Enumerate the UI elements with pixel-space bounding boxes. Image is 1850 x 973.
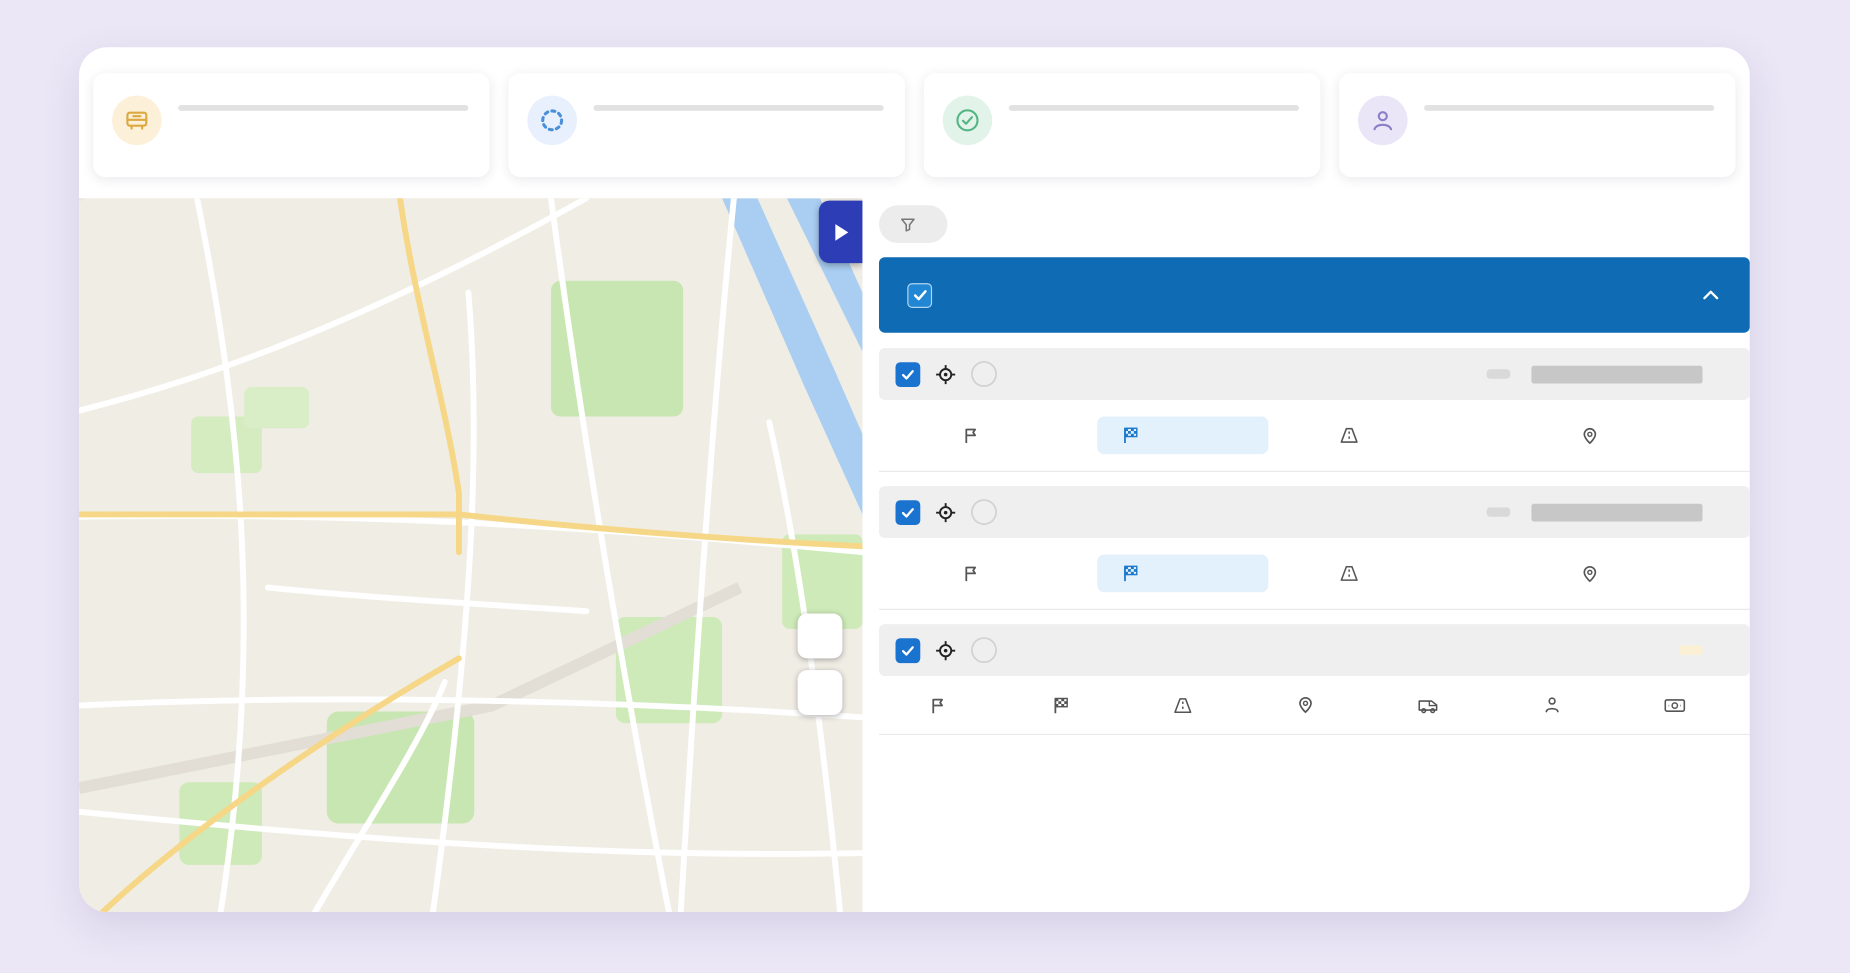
drive-duration xyxy=(1417,696,1450,715)
app xyxy=(0,0,1850,973)
drivers-panel xyxy=(879,198,1750,749)
driver-checkbox[interactable] xyxy=(896,638,921,663)
stat-progress xyxy=(1424,105,1714,111)
distance xyxy=(1173,696,1204,715)
status-badge xyxy=(1679,645,1703,654)
map[interactable] xyxy=(79,198,862,912)
driver-header[interactable] xyxy=(879,624,1750,676)
driver-row-pierre-patel xyxy=(879,624,1750,735)
stat-card-running-tours xyxy=(509,73,905,177)
driver-avatar xyxy=(971,499,997,525)
driver-checkbox[interactable] xyxy=(896,362,921,387)
driver-row-julia-fernandez xyxy=(879,348,1750,472)
driver-details xyxy=(879,400,1750,472)
progress-label xyxy=(1531,503,1702,521)
start-time xyxy=(929,696,958,715)
start-time xyxy=(962,564,1056,583)
stops-count xyxy=(1581,565,1609,583)
sector-checkbox[interactable] xyxy=(907,283,932,308)
sector-header[interactable] xyxy=(879,257,1750,333)
stat-card-unrequested-drivers xyxy=(1339,73,1735,177)
work-time xyxy=(1543,696,1571,714)
flag-icon xyxy=(962,426,981,445)
flag-icon xyxy=(962,564,981,583)
check-icon xyxy=(900,642,915,657)
stat-progress xyxy=(178,105,468,111)
pin-icon xyxy=(1296,696,1314,714)
checkered-flag-icon xyxy=(1051,696,1070,715)
person-icon xyxy=(1358,96,1408,146)
expand-panel-button[interactable] xyxy=(819,201,863,264)
stat-card-not-started-tours xyxy=(93,73,489,177)
distance xyxy=(1339,426,1481,445)
road-icon xyxy=(1339,564,1359,583)
van-icon xyxy=(1417,696,1439,715)
distance xyxy=(1339,564,1481,583)
banknote-icon xyxy=(1664,697,1686,714)
locate-driver-icon[interactable] xyxy=(934,363,956,385)
progress-bar xyxy=(1531,503,1702,521)
driver-header[interactable] xyxy=(879,348,1750,400)
check-circle-icon xyxy=(943,96,993,146)
check-icon xyxy=(900,504,915,519)
chevron-up-icon[interactable] xyxy=(1700,284,1721,305)
driver-header[interactable] xyxy=(879,486,1750,538)
driver-row-paul-wagner xyxy=(879,486,1750,610)
pin-icon xyxy=(1581,565,1599,583)
person-icon xyxy=(1543,696,1561,714)
check-icon xyxy=(911,287,928,304)
end-time-box xyxy=(1097,416,1268,454)
flag-icon xyxy=(929,696,948,715)
start-time xyxy=(962,426,1056,445)
progress-bar xyxy=(1531,365,1702,383)
filter-icon xyxy=(899,215,917,233)
checkered-flag-icon xyxy=(1121,426,1140,445)
status-badge xyxy=(1487,369,1511,378)
stat-card-completed-tours xyxy=(924,73,1320,177)
arrow-right-icon xyxy=(828,219,854,245)
bus-icon xyxy=(112,96,162,146)
zoom-in-button[interactable] xyxy=(798,614,843,659)
driver-avatar xyxy=(971,361,997,387)
road-icon xyxy=(1173,696,1193,715)
check-icon xyxy=(900,366,915,381)
display-options-toggle[interactable] xyxy=(879,205,947,243)
main-card xyxy=(79,47,1750,912)
checkered-flag-icon xyxy=(1121,564,1140,583)
driver-avatar xyxy=(971,637,997,663)
end-time-box xyxy=(1097,555,1268,593)
zoom-out-button[interactable] xyxy=(798,670,843,715)
stops-count xyxy=(1581,427,1609,445)
current-location-pin[interactable] xyxy=(79,198,97,201)
stat-progress xyxy=(593,105,883,111)
driver-checkbox[interactable] xyxy=(896,500,921,525)
status-badge xyxy=(1487,507,1511,516)
stops-count xyxy=(1296,696,1324,714)
stats-row xyxy=(93,73,1735,177)
driver-details xyxy=(879,538,1750,610)
locate-driver-icon[interactable] xyxy=(934,639,956,661)
zoom-controls xyxy=(798,614,843,715)
map-routes xyxy=(79,198,862,912)
end-time xyxy=(1051,696,1080,715)
locate-driver-icon[interactable] xyxy=(934,501,956,523)
cost xyxy=(1664,697,1697,714)
road-icon xyxy=(1339,426,1359,445)
progress-label xyxy=(1531,365,1702,383)
pin-icon xyxy=(1581,427,1599,445)
stat-progress xyxy=(1009,105,1299,111)
spinner-icon xyxy=(527,96,577,146)
driver-details xyxy=(879,676,1750,735)
